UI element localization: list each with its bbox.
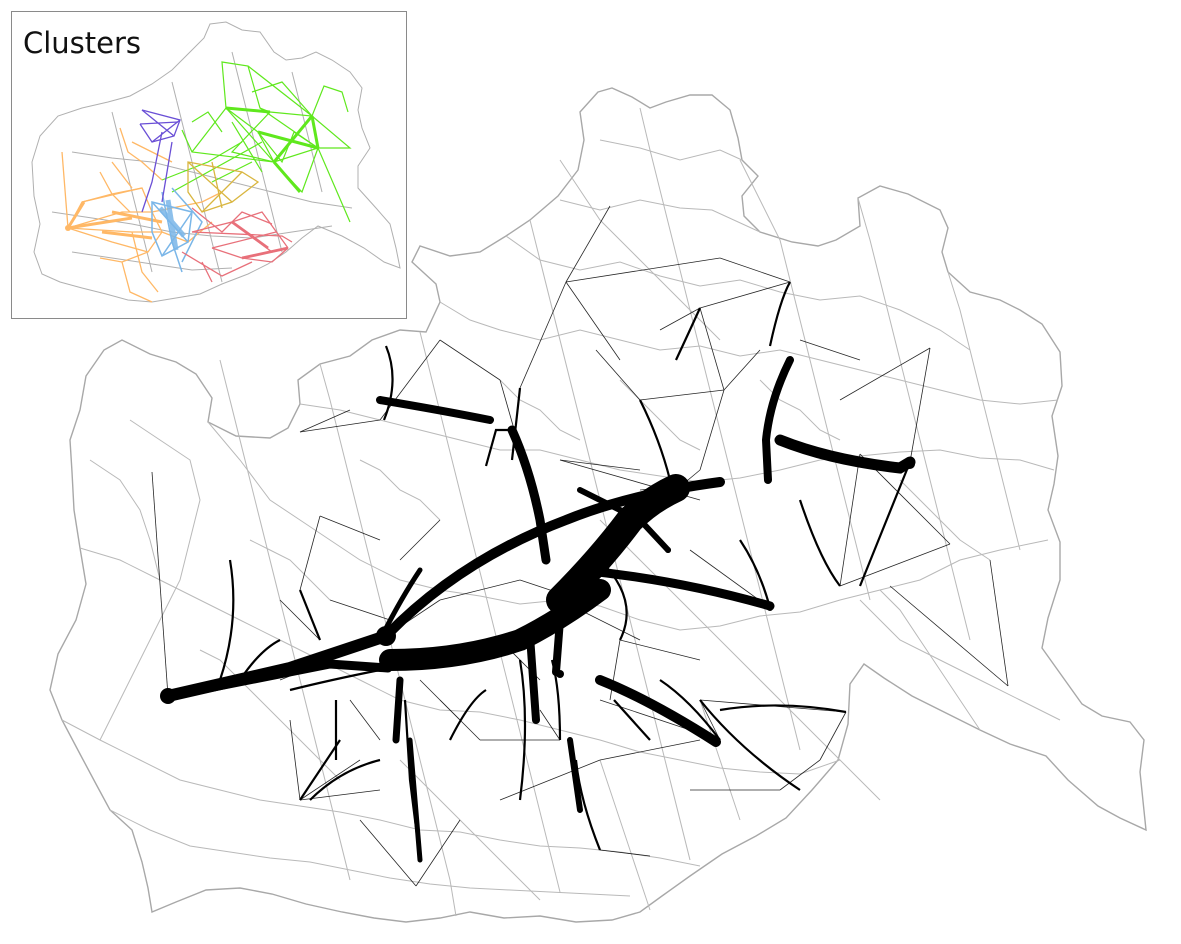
major-flows	[162, 356, 916, 863]
cluster-orange-hub	[65, 225, 71, 231]
medium-flows	[218, 281, 912, 861]
hub-nodes	[160, 459, 915, 704]
clusters-inset: Clusters	[11, 11, 407, 319]
cluster-red-heavy	[231, 220, 289, 260]
inset-boundary	[31, 21, 401, 303]
cluster-yellow	[187, 161, 260, 213]
cluster-purple	[139, 109, 181, 213]
cluster-network-map-icon	[31, 21, 401, 303]
cluster-orange-heavy	[66, 201, 163, 240]
cluster-blue-heavy	[158, 199, 186, 251]
inset-title: Clusters	[23, 26, 142, 60]
city-boundary	[49, 87, 1147, 923]
cluster-green-heavy	[225, 106, 320, 193]
cluster-green	[161, 61, 352, 223]
